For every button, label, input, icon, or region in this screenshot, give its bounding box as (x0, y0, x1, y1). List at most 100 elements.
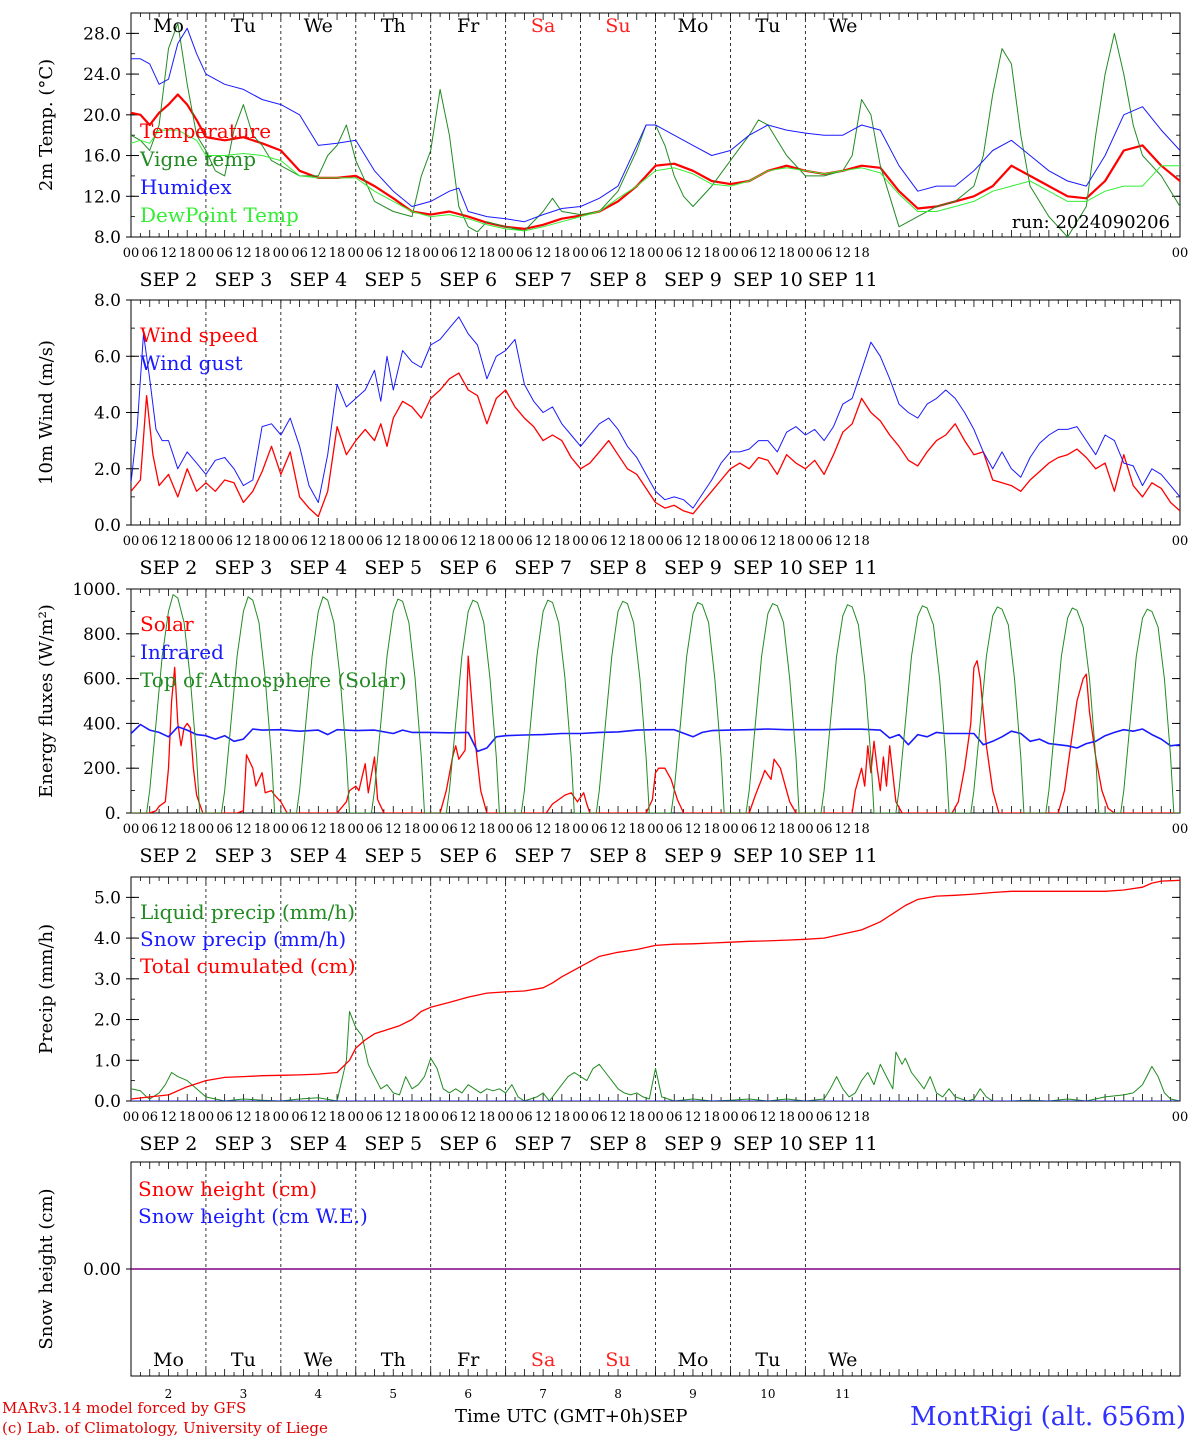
date-label: SEP 6 (439, 845, 497, 867)
date-label: SEP 2 (140, 557, 198, 579)
hour-tick-label: 18 (179, 534, 196, 549)
model-credit: MARv3.14 model forced by GFS (2, 1399, 247, 1417)
y-tick-label: 4.0 (94, 404, 121, 424)
legend-entry: Snow precip (mm/h) (140, 927, 346, 951)
hour-tick-label: 12 (460, 1110, 477, 1125)
hour-tick-label: 12 (835, 534, 852, 549)
hour-tick-label: 18 (329, 1110, 346, 1125)
hour-tick-label: 12 (160, 534, 177, 549)
hour-tick-label: 18 (554, 822, 571, 837)
hour-tick-label: 06 (591, 1110, 608, 1125)
y-tick-label: 800. (83, 625, 121, 645)
date-label: SEP 3 (214, 1133, 272, 1155)
hour-tick-label: 18 (254, 822, 271, 837)
panel-3: 0. 200. 400. 600. 800. 1000. Energy fluxes (W/… (36, 580, 1188, 867)
series-line (131, 316, 1180, 509)
hour-tick-label: 06 (666, 1110, 683, 1125)
hour-tick-label: 18 (554, 246, 571, 261)
y-tick-label: 8.0 (94, 291, 121, 311)
hour-tick-label: 00 (1172, 534, 1189, 549)
hour-tick-label: 00 (797, 1110, 814, 1125)
hour-tick-label: 12 (760, 246, 777, 261)
y-tick-label: 2.0 (94, 1011, 121, 1031)
hour-tick-label: 18 (479, 534, 496, 549)
hour-tick-label: 00 (273, 534, 290, 549)
series-line (131, 129, 1180, 232)
hour-tick-label: 00 (422, 534, 439, 549)
hour-tick-label: 06 (741, 246, 758, 261)
legend-entry: Wind gust (140, 351, 243, 375)
hour-tick-label: 00 (1172, 1110, 1189, 1125)
hour-tick-label: 06 (666, 246, 683, 261)
hour-tick-label: 12 (535, 822, 552, 837)
hour-tick-label: 18 (703, 822, 720, 837)
hour-tick-label: 18 (703, 534, 720, 549)
hour-tick-label: 12 (685, 1110, 702, 1125)
hour-tick-label: 18 (554, 1110, 571, 1125)
date-label: SEP 8 (589, 845, 647, 867)
date-number: 8 (614, 1387, 622, 1401)
hour-tick-label: 12 (460, 246, 477, 261)
hour-tick-label: 18 (329, 822, 346, 837)
hour-tick-label: 12 (310, 1110, 327, 1125)
hour-tick-label: 12 (310, 534, 327, 549)
hour-tick-label: 00 (647, 1110, 664, 1125)
day-name: Sa (531, 1349, 555, 1371)
date-label: SEP 11 (808, 1133, 878, 1155)
day-name: Th (381, 15, 406, 37)
day-name: Tu (755, 15, 780, 37)
hour-tick-label: 12 (160, 1110, 177, 1125)
y-tick-label: 16.0 (83, 147, 121, 167)
date-number: 3 (240, 1387, 248, 1401)
hour-tick-label: 00 (198, 822, 215, 837)
hour-tick-label: 18 (404, 1110, 421, 1125)
legend-entry: Temperature (140, 119, 271, 143)
y-tick-label: 1.0 (94, 1051, 121, 1071)
date-label: SEP 6 (439, 269, 497, 291)
y-tick-label: 8.0 (94, 228, 121, 248)
day-name: We (304, 15, 333, 37)
hour-tick-label: 00 (273, 822, 290, 837)
hour-tick-label: 00 (572, 1110, 589, 1125)
y-tick-label: 200. (83, 759, 121, 779)
series-line (131, 879, 1180, 1100)
y-axis-label: Energy fluxes (W/m²) (36, 604, 57, 798)
hour-tick-label: 12 (685, 822, 702, 837)
hour-tick-label: 00 (647, 822, 664, 837)
series-line (131, 93, 1180, 230)
hour-tick-label: 06 (216, 822, 233, 837)
day-name: Mo (678, 15, 709, 37)
hour-tick-label: 06 (141, 534, 158, 549)
panel-2: 0.0 2.0 4.0 6.0 8.0 10m Wind (m/s) Wind speed W… (36, 291, 1188, 579)
day-name: Su (605, 15, 630, 37)
hour-tick-label: 00 (198, 534, 215, 549)
hour-tick-label: 06 (216, 1110, 233, 1125)
y-tick-label: 2.0 (94, 460, 121, 480)
panel-1: 8.0 12.0 16.0 20.0 24.0 28.0 2m Temp. (°C) Temp… (36, 12, 1188, 291)
hour-tick-label: 18 (853, 534, 870, 549)
date-label: SEP 9 (664, 845, 722, 867)
hour-tick-label: 06 (141, 246, 158, 261)
hour-tick-label: 18 (778, 534, 795, 549)
day-name: Th (381, 1349, 406, 1371)
legend-entry: Vigne temp (139, 147, 256, 171)
hour-tick-label: 18 (778, 822, 795, 837)
hour-tick-label: 00 (572, 534, 589, 549)
hour-tick-label: 18 (479, 246, 496, 261)
hour-tick-label: 06 (741, 1110, 758, 1125)
hour-tick-label: 06 (816, 1110, 833, 1125)
hour-tick-label: 18 (778, 246, 795, 261)
hour-tick-label: 18 (329, 534, 346, 549)
hour-tick-label: 00 (647, 534, 664, 549)
y-axis-label: 2m Temp. (°C) (36, 59, 57, 191)
hour-tick-label: 06 (516, 534, 533, 549)
hour-tick-label: 18 (628, 822, 645, 837)
hour-tick-label: 12 (685, 246, 702, 261)
hour-tick-label: 12 (535, 534, 552, 549)
hour-tick-label: 00 (198, 246, 215, 261)
date-label: SEP 5 (364, 557, 422, 579)
legend-entry: Top of Atmosphere (Solar) (140, 668, 407, 692)
hour-tick-label: 06 (516, 1110, 533, 1125)
hour-tick-label: 06 (441, 822, 458, 837)
hour-tick-label: 12 (610, 246, 627, 261)
